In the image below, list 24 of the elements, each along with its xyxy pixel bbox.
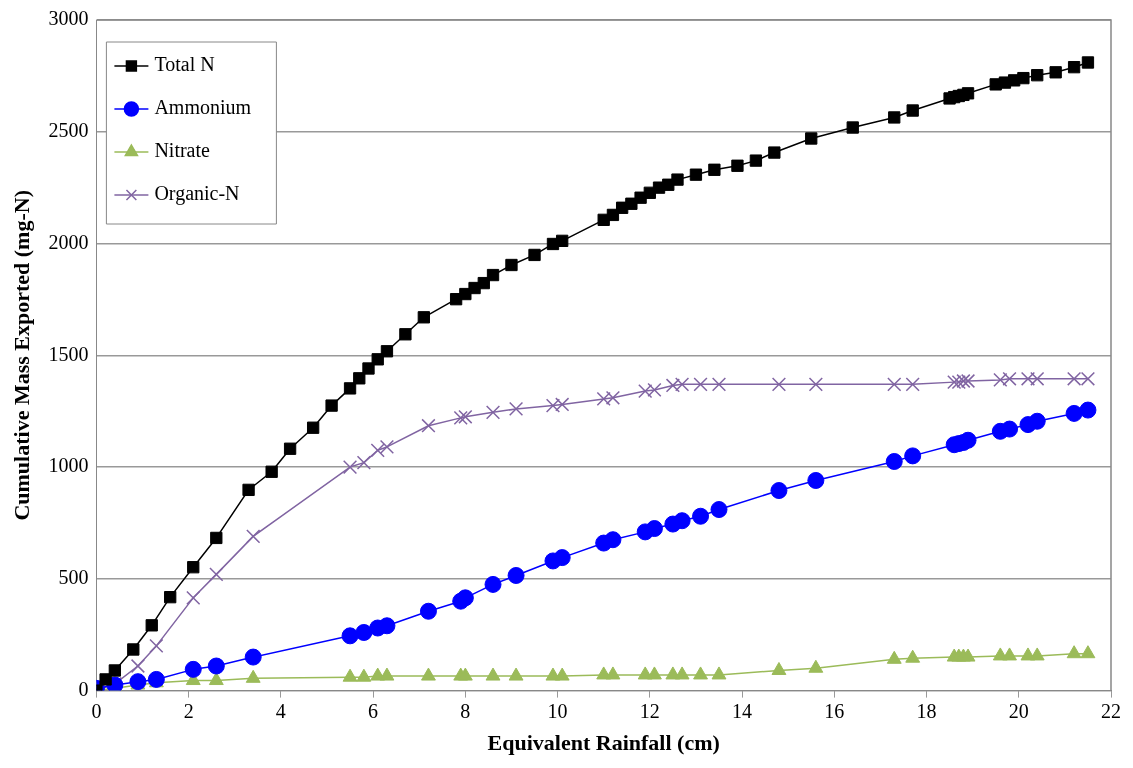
legend-label: Organic-N [154,182,240,206]
x-tick-label: 6 [368,699,379,722]
y-tick-label: 2000 [48,230,89,253]
y-tick-label: 0 [78,677,89,700]
y-tick-label: 2500 [48,119,89,142]
y-axis-title: Cumulative Mass Exported (mg-N) [8,190,34,521]
x-tick-label: 4 [275,699,286,722]
legend-label: Ammonium [154,96,252,119]
x-tick-label: 16 [824,699,845,722]
x-axis-title: Equivalent Rainfall (cm) [487,730,720,756]
y-tick-label: 3000 [48,7,89,30]
x-tick-label: 12 [639,699,660,722]
y-tick-label: 1500 [48,342,89,365]
x-tick-label: 14 [732,699,753,722]
legend-label: Total N [154,53,215,76]
legend-label: Nitrate [154,139,211,162]
x-tick-label: 8 [460,699,471,722]
y-tick-label: 1000 [48,454,89,477]
x-tick-label: 22 [1101,699,1121,722]
x-tick-label: 10 [547,699,568,722]
y-tick-label: 500 [58,566,89,589]
x-tick-label: 2 [183,699,194,722]
x-tick-label: 18 [916,699,937,722]
x-tick-label: 20 [1008,699,1029,722]
